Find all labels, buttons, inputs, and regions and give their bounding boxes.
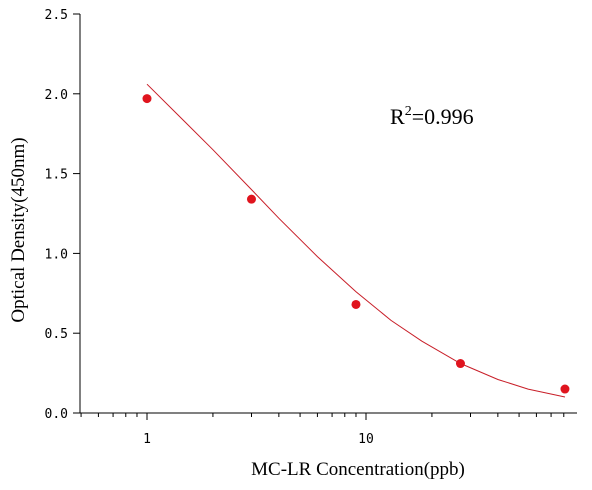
y-tick-label: 0.5 (45, 327, 68, 342)
r-squared-superscript: 2 (405, 104, 412, 119)
x-axis-title: MC-LR Concentration(ppb) (251, 459, 465, 480)
x-tick-label: 10 (358, 432, 374, 447)
data-point (351, 299, 361, 309)
data-point (246, 194, 256, 204)
y-tick-label: 2.0 (45, 88, 68, 103)
data-point (455, 359, 465, 369)
y-tick-label: 1.5 (45, 168, 68, 183)
x-ticks: 1 10 (80, 413, 565, 447)
r-squared-base: R (390, 104, 405, 129)
r-squared-value: =0.996 (412, 104, 474, 129)
fit-curve (146, 83, 566, 398)
y-tick-label: 1.0 (45, 247, 68, 262)
data-point (560, 384, 570, 394)
axes (79, 14, 577, 414)
x-tick-label: 1 (143, 432, 151, 447)
y-axis-title: Optical Density(450nm) (8, 137, 29, 322)
y-ticks: 0.0 0.5 1.0 1.5 2.0 2.5 (45, 8, 80, 422)
data-points (142, 94, 570, 394)
y-tick-label: 0.0 (45, 407, 68, 422)
data-point (142, 94, 152, 104)
y-tick-label: 2.5 (45, 8, 68, 23)
r-squared-annotation: R2=0.996 (390, 104, 474, 129)
